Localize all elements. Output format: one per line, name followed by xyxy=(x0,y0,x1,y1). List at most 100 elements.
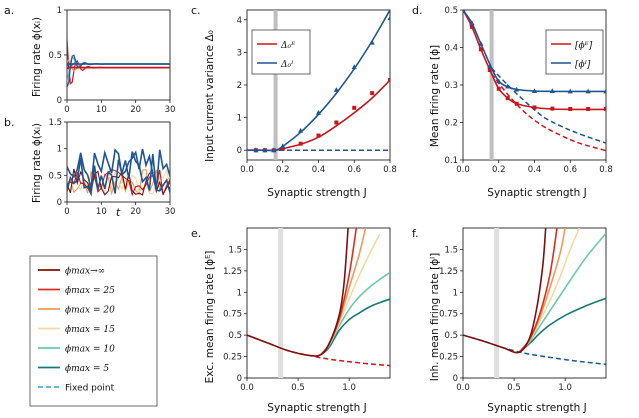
panel-label-f: f. xyxy=(412,227,419,240)
xtick-label-b: 20 xyxy=(130,207,141,217)
point-d-i xyxy=(603,88,606,94)
axes-f: 0.0 0.5 1.0 0 0.25 0.5 0.75 1 1.25 1.5 xyxy=(439,227,607,393)
point-d-e xyxy=(568,107,573,111)
xtick-label-a: 10 xyxy=(96,105,107,115)
ytick-label-f: 0.75 xyxy=(439,310,458,320)
panel-label-e: e. xyxy=(191,227,201,240)
legend-phi-label-phi_25: ϕmax = 25 xyxy=(65,286,115,296)
critical-band-c xyxy=(273,10,278,160)
point-d-e xyxy=(469,24,474,29)
xlabel-f: Synaptic strength J xyxy=(487,402,586,414)
frame-e xyxy=(246,227,391,379)
point-d-e xyxy=(550,106,555,111)
point-c-e xyxy=(334,120,339,125)
xtick-label-a: 20 xyxy=(130,105,141,115)
ytick-label-c: 2 xyxy=(237,81,242,91)
point-c-e xyxy=(370,91,375,96)
curve-e-15 xyxy=(319,233,381,356)
series-e xyxy=(247,228,390,378)
xtick-label-f: 0.5 xyxy=(507,383,521,393)
curve-f-5 xyxy=(518,297,606,353)
point-c-e xyxy=(316,133,321,138)
legend-c-frame xyxy=(251,29,311,75)
ytick-label-e: 0.25 xyxy=(223,353,242,363)
legend-d-e-label: [ϕᴱ] xyxy=(575,41,593,51)
line-d-e-unstable xyxy=(491,73,606,152)
xtick-label-b: 0 xyxy=(64,207,69,217)
point-c-i xyxy=(298,127,304,133)
curve-f-inf xyxy=(463,228,547,354)
legend-phi-frame xyxy=(29,255,158,407)
point-d-e xyxy=(514,101,519,106)
point-c-i xyxy=(315,109,322,115)
ytick-label-c: 4 xyxy=(237,16,242,26)
legend-d-i-label: [ϕᴵ] xyxy=(575,60,591,70)
point-d-i xyxy=(496,78,502,84)
axes-c: 0.0 0.2 0.4 0.6 0.8 0 1 2 3 4 xyxy=(237,9,397,175)
ytick-label-e: 0 xyxy=(237,374,242,384)
curve-e-25 xyxy=(319,228,358,356)
series-b xyxy=(67,148,170,197)
axes-b: 0 10 20 30 0 0.5 1 1.5 xyxy=(48,118,175,217)
trace-b-4 xyxy=(67,151,170,197)
ytick-label-b: 1.5 xyxy=(48,118,62,128)
legend-c-e-label: Δ₀ᴱ xyxy=(280,41,296,51)
ytick-label-d: 0.2 xyxy=(444,119,458,129)
xtick-label-c: 0.8 xyxy=(383,165,397,175)
ytick-label-d: 0.3 xyxy=(444,81,458,91)
xtick-label-e: 0.0 xyxy=(240,383,254,393)
legend-phi-items: ϕmax→∞ ϕmax = 25 ϕmax = 20 ϕmax = 15 ϕmax = … xyxy=(38,267,115,394)
xtick-label-d: 0.4 xyxy=(528,165,542,175)
xtick-label-d: 0.8 xyxy=(599,165,613,175)
ytick-label-e: 1 xyxy=(237,288,242,298)
legend-phi-label-phi_inf: ϕmax→∞ xyxy=(65,267,105,277)
point-c-e xyxy=(352,105,357,110)
trace-a-0 xyxy=(67,38,170,85)
frame-b xyxy=(66,121,171,203)
ytick-label-a: 1 xyxy=(57,6,62,16)
point-d-i xyxy=(478,40,484,46)
legend-phi-label-phi_15: ϕmax = 15 xyxy=(65,325,115,335)
xtick-label-c: 0.4 xyxy=(312,165,326,175)
xtick-label-c: 0.2 xyxy=(276,165,290,175)
xtick-label-d: 0.0 xyxy=(456,165,470,175)
trace-a-3 xyxy=(67,55,170,82)
frame-a xyxy=(66,9,171,101)
legend-phi-label-phi_20: ϕmax = 20 xyxy=(65,306,115,316)
ytick-label-a: 0.5 xyxy=(48,51,62,61)
point-d-e xyxy=(532,105,537,110)
point-d-i xyxy=(463,10,466,12)
ytick-label-d: 0.4 xyxy=(444,44,458,54)
axes-d: 0.0 0.2 0.4 0.6 0.8 0.1 0.2 0.3 0.4 0.5 xyxy=(444,6,612,175)
ylabel-e: Exc. mean firing rate [ϕᴱ] xyxy=(204,251,216,384)
legend-c-i-label: Δ₀ᴵ xyxy=(280,60,294,70)
point-c-i xyxy=(262,147,268,153)
xtick-label-c: 0.6 xyxy=(347,165,361,175)
ytick-label-f: 1 xyxy=(453,288,458,298)
series-f xyxy=(463,228,606,378)
legend-c: Δ₀ᴱ Δ₀ᴵ xyxy=(251,29,311,75)
xtick-label-b: 10 xyxy=(96,207,107,217)
point-c-i xyxy=(369,39,375,45)
frame-f xyxy=(462,227,607,379)
point-c-e xyxy=(298,141,303,146)
point-c-e xyxy=(280,146,285,151)
legend-phi-label-phi_5: ϕmax = 5 xyxy=(65,364,109,374)
point-c-i xyxy=(271,147,277,153)
point-c-i xyxy=(387,15,390,21)
point-d-e xyxy=(604,107,606,111)
xtick-label-f: 1.0 xyxy=(558,383,572,393)
panel-label-a: a. xyxy=(4,4,14,17)
point-d-e xyxy=(478,47,483,52)
ylabel-a: Firing rate ϕ(xᵢ) xyxy=(31,17,43,97)
panel-label-d: d. xyxy=(412,4,422,17)
legend-d-frame xyxy=(545,29,604,75)
axes-a: 0 10 20 30 0 0.5 1 xyxy=(48,6,175,115)
xlabel-c: Synaptic strength J xyxy=(267,187,366,199)
legend-phi-label-fixed: Fixed point xyxy=(65,384,115,394)
ylabel-c: Input current variance Δ₀ xyxy=(204,30,216,162)
point-d-i xyxy=(549,88,555,93)
ytick-label-d: 0.5 xyxy=(444,6,458,16)
point-d-i xyxy=(514,86,520,92)
